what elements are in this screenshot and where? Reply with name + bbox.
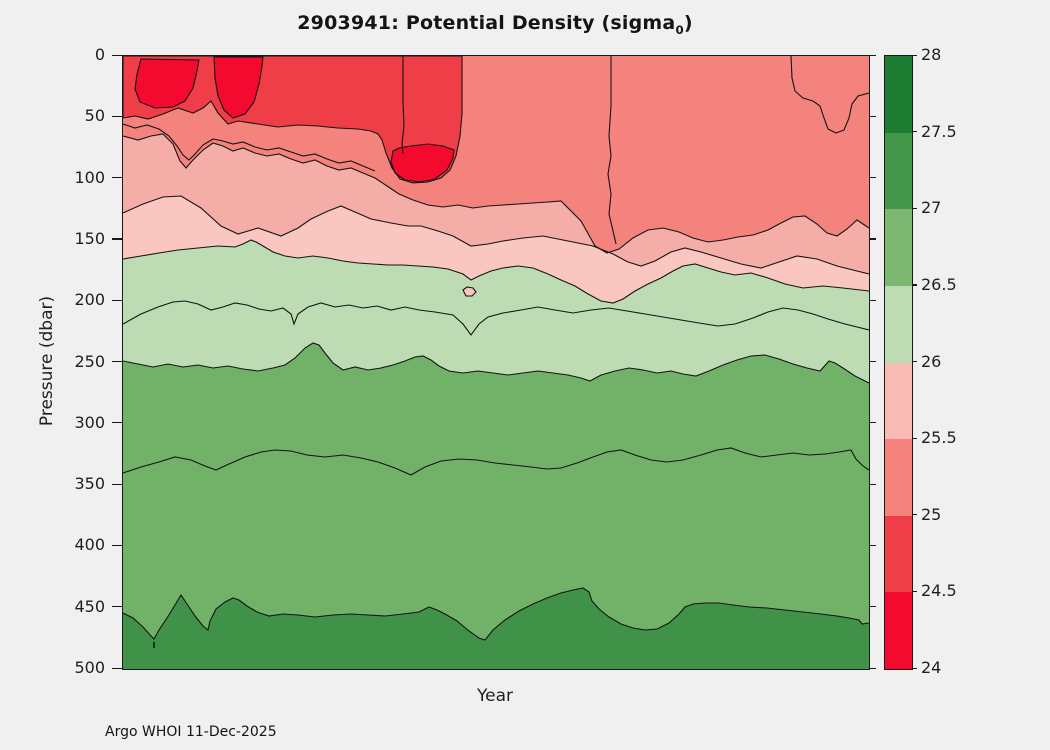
y-tick-right	[869, 54, 876, 56]
colorbar-tick-label: 24.5	[921, 581, 957, 601]
colorbar-band	[885, 439, 912, 516]
colorbar-band	[885, 515, 912, 593]
y-tick-left	[112, 177, 122, 179]
colorbar-tick-label: 26	[921, 351, 942, 371]
colorbar-band	[885, 209, 912, 286]
blob-24-24.5-mid	[213, 56, 264, 119]
y-tick-left	[112, 606, 122, 608]
blob-24-24.5-left	[134, 58, 200, 109]
y-tick-right	[869, 422, 876, 424]
colorbar-tick	[912, 131, 917, 133]
y-tick-label: 50	[84, 106, 105, 126]
colorbar-band	[885, 592, 912, 669]
colorbar-tick-label: 27.5	[921, 121, 957, 141]
y-tick-label: 0	[94, 45, 105, 64]
y-tick-left	[112, 115, 122, 117]
y-tick-right	[869, 238, 876, 240]
contour-25.75	[123, 195, 869, 275]
colorbar-tick	[912, 667, 917, 669]
y-tick-left	[112, 361, 122, 363]
pink-islet	[462, 286, 477, 297]
plot-title-subscript: 0	[675, 22, 684, 37]
colorbar-tick	[912, 54, 917, 56]
colorbar-tick	[912, 361, 917, 363]
plot-title-main: 2903941: Potential Density (sigma	[297, 12, 676, 34]
plot-title-suffix: )	[683, 12, 693, 34]
y-tick-right	[869, 606, 876, 608]
y-tick-label: 200	[74, 290, 105, 310]
colorbar-tick	[912, 590, 917, 593]
y-tick-right	[869, 115, 876, 117]
y-tick-left	[112, 544, 122, 547]
y-tick-right	[869, 361, 876, 363]
blob-24-24.5-column-bottom	[390, 143, 455, 183]
band-24.5-25-strong-red	[123, 56, 463, 184]
colorbar-band	[885, 285, 912, 363]
colorbar-tick-label: 24	[921, 658, 942, 677]
colorbar-band	[885, 56, 912, 133]
y-tick-right	[869, 299, 876, 301]
y-tick-left	[112, 299, 122, 301]
y-tick-label: 450	[74, 596, 105, 616]
contour-26.5	[123, 342, 869, 384]
colorbar	[884, 55, 913, 670]
colorbar-band	[885, 362, 912, 440]
y-tick-label: 150	[74, 228, 105, 248]
contour-25.25-sliver	[123, 123, 376, 172]
y-tick-left	[112, 238, 122, 240]
colorbar-tick-label: 28	[921, 45, 942, 64]
band-26.5-27-mid-green	[123, 343, 869, 669]
y-tick-label: 250	[74, 351, 105, 371]
contour-26.25	[123, 300, 869, 336]
colorbar-tick-label: 25.5	[921, 428, 957, 448]
y-tick-label: 100	[74, 167, 105, 187]
y-tick-left	[112, 54, 122, 56]
y-tick-right	[869, 177, 876, 179]
y-tick-label: 300	[74, 412, 105, 432]
contour-25-touch-topright-dip	[790, 56, 869, 134]
contour-25-touch-vertical-a	[401, 56, 405, 155]
colorbar-tick	[912, 207, 917, 209]
colorbar-tick	[912, 437, 917, 439]
y-tick-left	[112, 667, 122, 669]
footer-credit: Argo WHOI 11-Dec-2025	[105, 724, 277, 740]
contour-25.5	[123, 133, 869, 254]
colorbar-tick	[912, 284, 917, 286]
contour-26	[123, 239, 869, 304]
colorbar-tick-label: 26.5	[921, 274, 957, 294]
plot-title: 2903941: Potential Density (sigma0)	[122, 12, 868, 37]
contour-26.75	[123, 447, 869, 476]
contour-plot-area	[122, 55, 870, 670]
colorbar-tick-label: 25	[921, 504, 942, 524]
colorbar-band	[885, 132, 912, 210]
y-tick-left	[112, 483, 122, 485]
colorbar-tick	[912, 514, 917, 516]
contour-svg	[123, 56, 869, 669]
y-tick-left	[112, 422, 122, 424]
y-tick-label: 400	[74, 535, 105, 555]
y-tick-right	[869, 667, 876, 669]
y-tick-right	[869, 544, 876, 547]
x-axis-label: Year	[477, 686, 513, 706]
contour-27	[123, 587, 869, 641]
y-tick-label: 500	[74, 658, 105, 677]
y-tick-right	[869, 483, 876, 485]
y-tick-label: 350	[74, 474, 105, 494]
contour-25.5-touch-vertical	[607, 56, 617, 245]
band-27-27.5-dark-green	[123, 588, 869, 669]
colorbar-tick-label: 27	[921, 198, 942, 218]
